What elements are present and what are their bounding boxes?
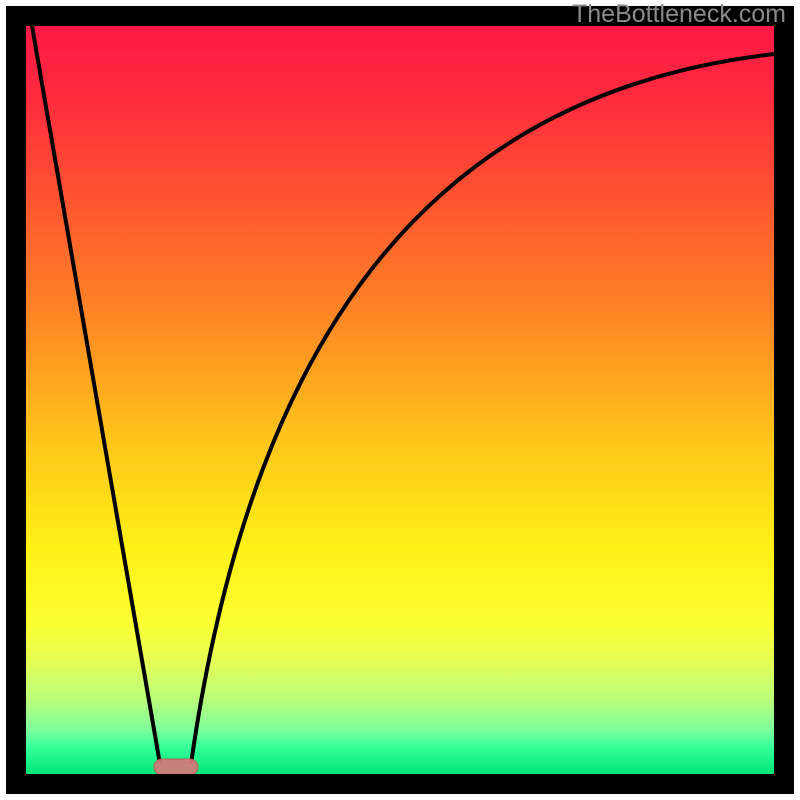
plot-background — [26, 26, 774, 774]
chart-stage: TheBottleneck.com — [0, 0, 800, 800]
bottleneck-marker — [154, 759, 198, 775]
chart-svg — [0, 0, 800, 800]
